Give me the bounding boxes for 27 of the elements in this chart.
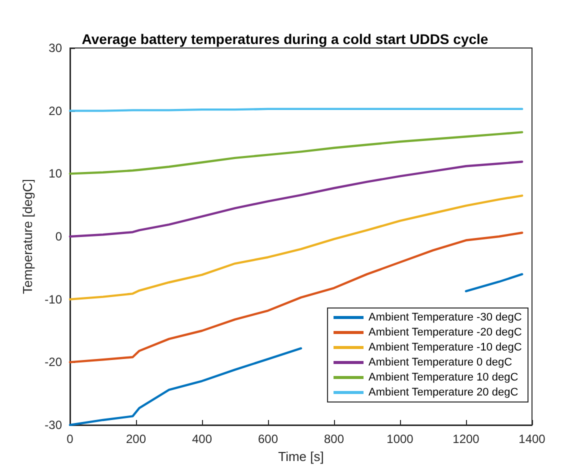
y-tick-label: 30	[48, 41, 62, 55]
y-tick-label: -20	[44, 355, 62, 370]
x-tick-label: 1000	[386, 432, 414, 446]
legend-label: Ambient Temperature 20 degC	[368, 386, 518, 398]
y-axis-title: Temperature [degC]	[20, 179, 35, 294]
y-tick-label: 0	[55, 230, 62, 244]
legend-label: Ambient Temperature -10 degC	[368, 342, 522, 354]
x-tick-label: 1200	[452, 432, 480, 446]
legend-label: Ambient Temperature 10 degC	[368, 372, 518, 384]
x-tick-label: 600	[258, 432, 278, 446]
line-series	[68, 194, 524, 300]
legend-label: Ambient Temperature -20 degC	[368, 326, 522, 338]
y-tick-label: 20	[48, 104, 62, 118]
x-tick-label: 800	[324, 432, 344, 446]
legend-label: Ambient Temperature -30 degC	[368, 312, 522, 324]
x-axis-title: Time [s]	[278, 448, 324, 464]
y-tick-label: -10	[44, 292, 62, 306]
x-tick-label: 1400	[518, 432, 546, 446]
y-tick-label: -30	[44, 418, 62, 432]
line-series	[68, 131, 524, 175]
line-series	[68, 160, 524, 238]
x-tick-label: 0	[66, 432, 74, 446]
y-tick-label: 10	[48, 166, 62, 181]
legend-label: Ambient Temperature 0 degC	[368, 356, 512, 368]
x-tick-label: 200	[126, 432, 146, 446]
x-tick-label: 400	[192, 432, 212, 446]
chart-title: Average battery temperatures during a cold start UDDS cycle	[82, 31, 488, 47]
